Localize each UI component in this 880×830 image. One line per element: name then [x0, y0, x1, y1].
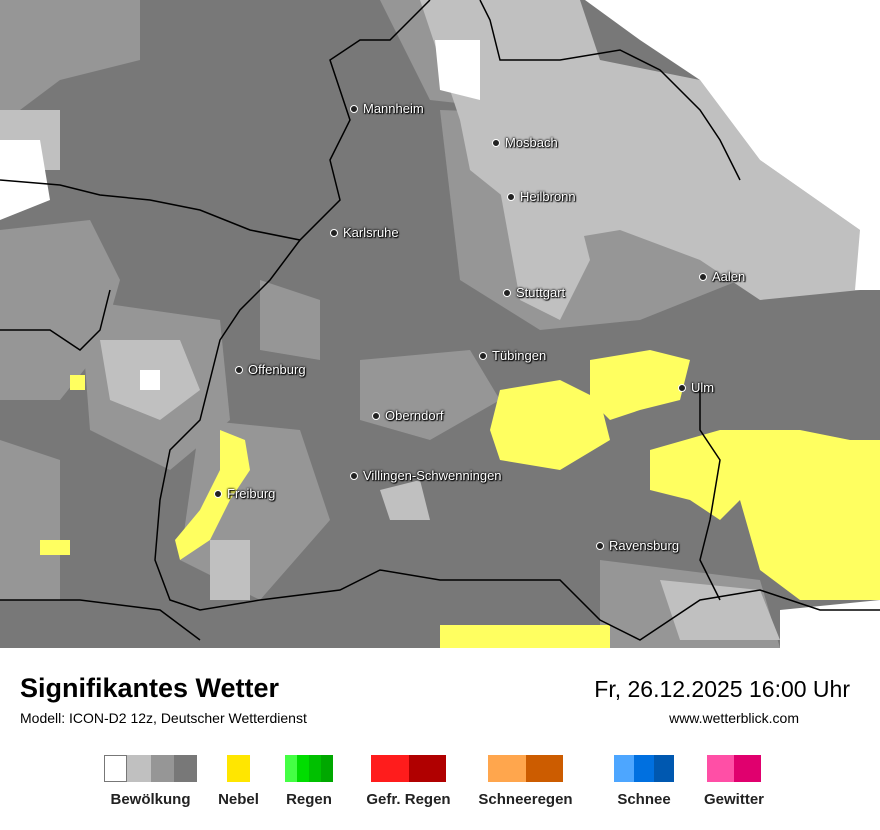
legend-swatch — [150, 755, 174, 782]
fog-areas — [40, 350, 880, 648]
city-dot — [479, 352, 487, 360]
legend-swatch — [285, 755, 297, 782]
legend-swatch — [654, 755, 674, 782]
city-label: Ulm — [691, 380, 715, 395]
website-link[interactable]: www.wetterblick.com — [669, 710, 799, 726]
city-label: Stuttgart — [516, 285, 566, 300]
legend-swatch — [614, 755, 634, 782]
legend-swatch — [321, 755, 333, 782]
city-label: Freiburg — [227, 486, 276, 501]
legend-label: Schnee — [617, 791, 671, 808]
city-dot — [350, 472, 358, 480]
city-label: Offenburg — [248, 362, 306, 377]
city-dot — [699, 273, 707, 281]
city-label: Mosbach — [505, 135, 558, 150]
legend-swatch-group — [104, 755, 197, 782]
legend-swatch — [309, 755, 321, 782]
city-dot — [507, 193, 515, 201]
city-dot — [330, 229, 338, 237]
legend-swatch-group — [227, 755, 250, 782]
legend-swatch-group — [371, 755, 446, 782]
legend-label: Gefr. Regen — [366, 791, 451, 808]
legend-swatch — [127, 755, 151, 782]
legend-swatch — [173, 755, 197, 782]
map-title: Signifikantes Wetter — [20, 673, 280, 703]
legend-swatch — [297, 755, 309, 782]
legend-swatch — [227, 755, 250, 782]
city-dot — [678, 384, 686, 392]
city-label: Villingen-Schwenningen — [363, 468, 502, 483]
legend-swatch-group — [707, 755, 761, 782]
legend-swatch — [408, 755, 446, 782]
model-info: Modell: ICON-D2 12z, Deutscher Wetterdie… — [20, 710, 307, 726]
legend-swatch-group — [488, 755, 563, 782]
cloud-free-areas — [0, 0, 880, 648]
forecast-datetime: Fr, 26.12.2025 16:00 Uhr — [594, 676, 850, 702]
legend-swatch-group — [285, 755, 333, 782]
legend-swatch — [634, 755, 654, 782]
legend-label: Regen — [286, 791, 332, 808]
legend-label: Bewölkung — [110, 791, 191, 808]
city-dot — [372, 412, 380, 420]
city-dot — [503, 289, 511, 297]
legend-swatch — [104, 755, 128, 782]
legend-label: Nebel — [218, 791, 259, 808]
city-label: Heilbronn — [520, 189, 576, 204]
city-label: Ravensburg — [609, 538, 680, 553]
weather-map — [0, 0, 880, 648]
cloud-light-areas — [0, 0, 860, 640]
city-label: Karlsruhe — [343, 225, 399, 240]
city-dot — [596, 542, 604, 550]
legend-swatch — [371, 755, 409, 782]
city-label: Aalen — [712, 269, 746, 284]
city-label: Oberndorf — [385, 408, 444, 423]
city-dot — [235, 366, 243, 374]
city-label: Mannheim — [363, 101, 424, 116]
legend-swatch-group — [614, 755, 674, 782]
city-dot — [492, 139, 500, 147]
city-label: Tübingen — [492, 348, 547, 363]
borders — [0, 0, 880, 641]
city-dot — [350, 105, 358, 113]
city-dot — [214, 490, 222, 498]
legend-swatch — [488, 755, 526, 782]
legend-swatch — [707, 755, 734, 782]
legend-swatch — [525, 755, 563, 782]
legend-swatch — [734, 755, 761, 782]
legend-label: Gewitter — [703, 791, 764, 808]
legend-label: Schneeregen — [478, 791, 573, 808]
